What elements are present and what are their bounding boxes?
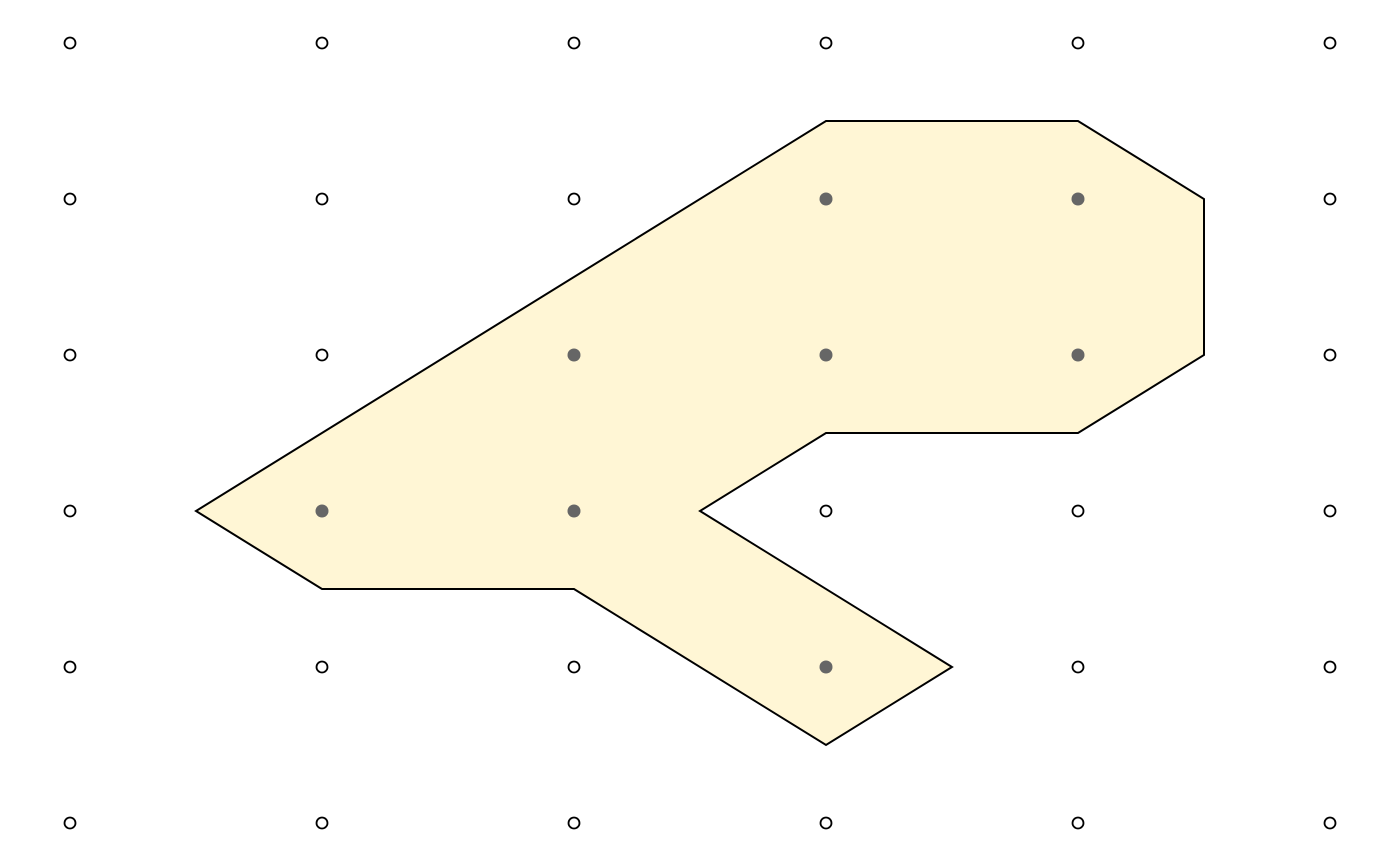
lattice-point xyxy=(1071,504,1085,518)
lattice-point xyxy=(819,504,833,518)
lattice-point xyxy=(1071,660,1085,674)
lattice-point xyxy=(63,348,77,362)
lattice-point xyxy=(63,660,77,674)
lattice-point xyxy=(567,816,581,830)
lattice-point xyxy=(1323,192,1337,206)
lattice-point xyxy=(1071,36,1085,50)
interior-lattice-point xyxy=(1071,348,1085,362)
lattice-point xyxy=(819,816,833,830)
interior-lattice-point xyxy=(1071,192,1085,206)
lattice-point xyxy=(819,36,833,50)
lattice-point xyxy=(1323,816,1337,830)
lattice-point xyxy=(1323,36,1337,50)
lattice-point xyxy=(315,660,329,674)
interior-lattice-point xyxy=(819,348,833,362)
lattice-point xyxy=(567,660,581,674)
shaded-polygon xyxy=(194,120,1205,747)
interior-lattice-point xyxy=(819,660,833,674)
interior-lattice-point xyxy=(315,504,329,518)
lattice-point xyxy=(315,192,329,206)
lattice-point xyxy=(567,192,581,206)
lattice-point xyxy=(1323,504,1337,518)
lattice-point xyxy=(315,36,329,50)
lattice-point xyxy=(1071,816,1085,830)
lattice-point xyxy=(1323,660,1337,674)
interior-lattice-point xyxy=(567,504,581,518)
interior-lattice-point xyxy=(819,192,833,206)
lattice-point xyxy=(567,36,581,50)
lattice-point xyxy=(63,816,77,830)
lattice-point xyxy=(315,348,329,362)
lattice-point xyxy=(1323,348,1337,362)
lattice-point xyxy=(315,816,329,830)
lattice-point xyxy=(63,192,77,206)
lattice-point xyxy=(63,36,77,50)
lattice-point xyxy=(63,504,77,518)
interior-lattice-point xyxy=(567,348,581,362)
